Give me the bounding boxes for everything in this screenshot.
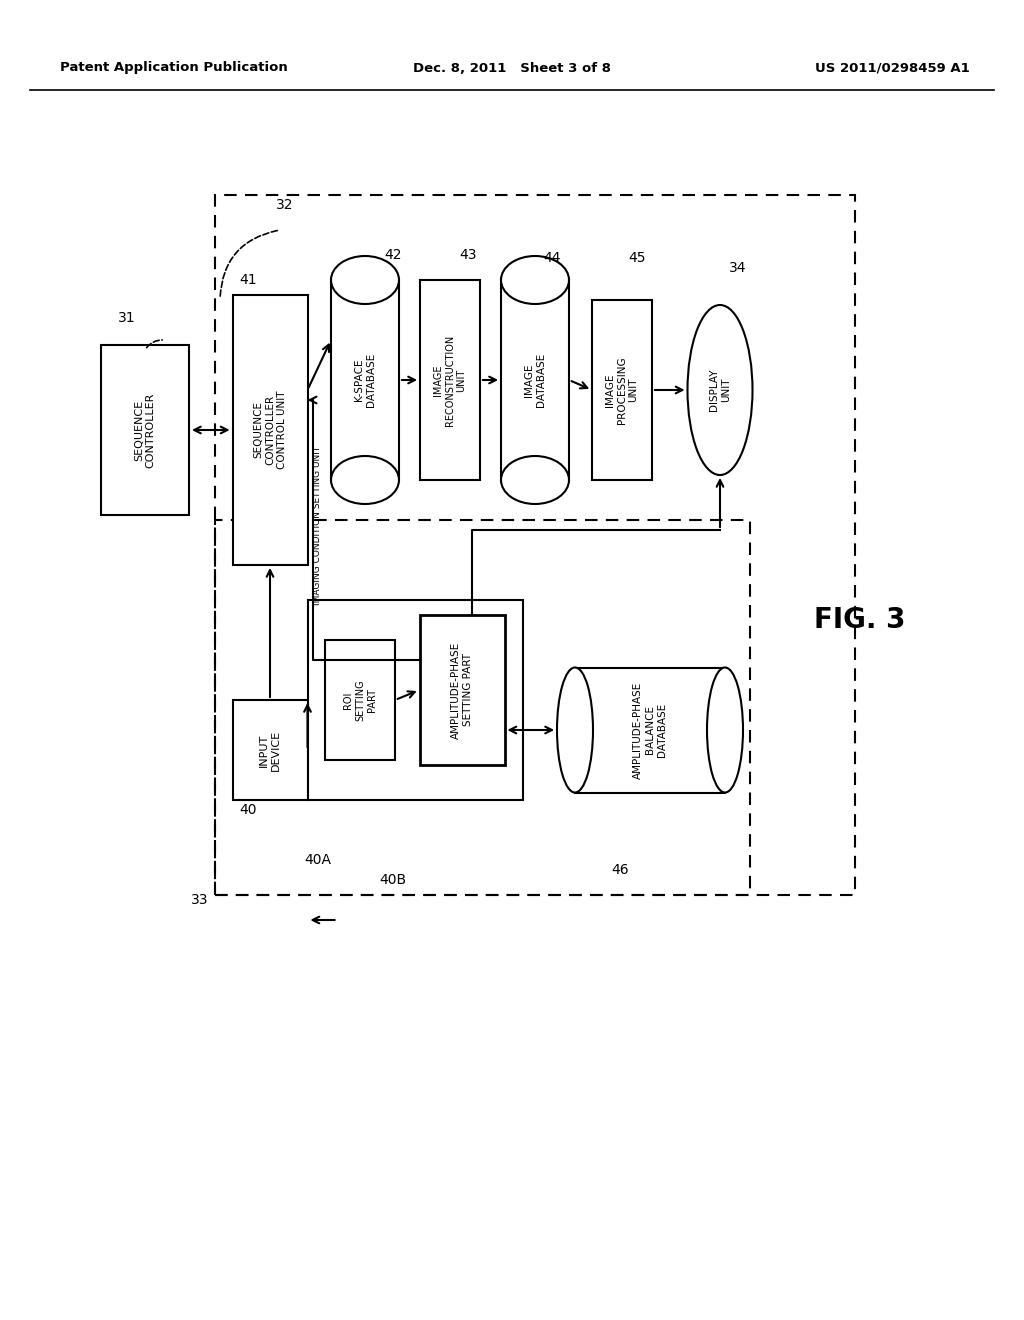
Text: IMAGE
PROCESSING
UNIT: IMAGE PROCESSING UNIT <box>605 356 639 424</box>
Text: Patent Application Publication: Patent Application Publication <box>60 62 288 74</box>
Text: 33: 33 <box>191 894 209 907</box>
Ellipse shape <box>501 256 569 304</box>
Text: ROI
SETTING
PART: ROI SETTING PART <box>343 680 377 721</box>
Text: 40A: 40A <box>304 853 332 867</box>
Text: DISPLAY
UNIT: DISPLAY UNIT <box>710 368 731 412</box>
Text: IMAGING CONDITION SETTING UNIT: IMAGING CONDITION SETTING UNIT <box>312 446 322 605</box>
Text: 41: 41 <box>240 273 257 286</box>
Bar <box>215 195 855 895</box>
Text: 34: 34 <box>729 261 746 275</box>
Text: 42: 42 <box>384 248 401 261</box>
Bar <box>420 615 505 766</box>
Text: 46: 46 <box>611 863 629 876</box>
Text: 45: 45 <box>629 251 646 265</box>
Text: AMPLITUDE-PHASE
SETTING PART: AMPLITUDE-PHASE SETTING PART <box>452 642 473 739</box>
Bar <box>232 700 307 800</box>
Text: 32: 32 <box>276 198 294 213</box>
Text: IMAGE
DATABASE: IMAGE DATABASE <box>524 352 546 407</box>
Bar <box>331 280 399 480</box>
Bar <box>592 300 652 480</box>
Ellipse shape <box>687 305 753 475</box>
Text: 40B: 40B <box>380 873 407 887</box>
Ellipse shape <box>501 455 569 504</box>
Text: FIG. 3: FIG. 3 <box>814 606 906 634</box>
Bar <box>325 640 395 760</box>
Ellipse shape <box>707 668 743 792</box>
Ellipse shape <box>557 668 593 792</box>
Bar <box>232 294 307 565</box>
Text: 31: 31 <box>118 312 135 325</box>
Text: SEQUENCE
CONTROLLER
CONTROL UNIT: SEQUENCE CONTROLLER CONTROL UNIT <box>253 391 287 469</box>
Text: 40: 40 <box>240 803 257 817</box>
Text: SEQUENCE
CONTROLLER: SEQUENCE CONTROLLER <box>134 392 156 467</box>
Text: 44: 44 <box>544 251 561 265</box>
Text: US 2011/0298459 A1: US 2011/0298459 A1 <box>815 62 970 74</box>
Bar <box>420 280 480 480</box>
Ellipse shape <box>331 256 399 304</box>
Text: AMPLITUDE-PHASE
BALANCE
DATABASE: AMPLITUDE-PHASE BALANCE DATABASE <box>634 681 667 779</box>
Text: K-SPACE
DATABASE: K-SPACE DATABASE <box>354 352 376 407</box>
Bar <box>575 668 725 792</box>
Text: IMAGE
RECONSTRUCTION
UNIT: IMAGE RECONSTRUCTION UNIT <box>433 334 467 425</box>
Text: INPUT
DEVICE: INPUT DEVICE <box>259 730 281 771</box>
Text: Dec. 8, 2011   Sheet 3 of 8: Dec. 8, 2011 Sheet 3 of 8 <box>413 62 611 74</box>
Bar <box>307 601 522 800</box>
Text: 43: 43 <box>459 248 477 261</box>
Bar <box>215 520 750 895</box>
Bar <box>501 280 569 480</box>
Bar <box>101 345 189 515</box>
Ellipse shape <box>331 455 399 504</box>
